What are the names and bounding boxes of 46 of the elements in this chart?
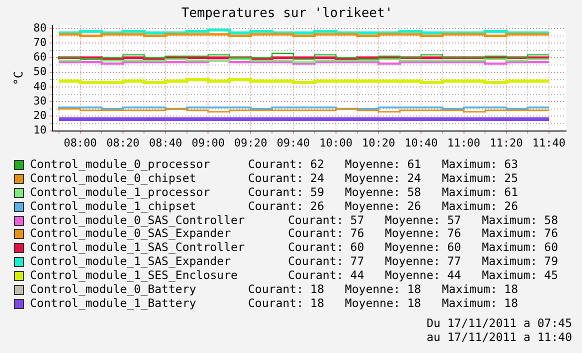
x-tick-label: 08:00 <box>64 136 97 150</box>
x-tick-label: 11:40 <box>532 136 566 150</box>
x-tick-label: 10:00 <box>319 136 353 150</box>
text: Courant: 18 Moyenne: 18 Maximum: 18 <box>248 296 518 311</box>
legend-label: Control_module_1_SAS_Controller <box>30 240 245 256</box>
legend-label: Control_module_1_chipset <box>30 198 196 214</box>
x-tick-label: 08:40 <box>148 136 182 150</box>
text: Courant: 62 Moyenne: 61 Maximum: 63 <box>248 157 518 172</box>
legend-label: Control_module_1_Battery <box>30 296 196 311</box>
y-tick-label: 80 <box>33 21 47 34</box>
text: Courant: 60 Moyenne: 60 Maximum: 60 <box>288 240 558 256</box>
text: Courant: 26 Moyenne: 26 Maximum: 26 <box>248 198 518 214</box>
text: Courant: 44 Moyenne: 44 Maximum: 45 <box>288 268 558 284</box>
text: Courant: 77 Moyenne: 77 Maximum: 79 <box>288 254 558 270</box>
y-tick-label: 50 <box>33 65 47 78</box>
legend-label: Control_module_1_SES_Enclosure <box>30 268 238 284</box>
legend-label: Control_module_0_Battery <box>30 282 196 297</box>
x-tick-label: 08:20 <box>106 136 140 150</box>
x-tick-label: 09:20 <box>234 136 268 150</box>
text: Courant: 18 Moyenne: 18 Maximum: 18 <box>248 282 518 297</box>
legend-label: Control_module_0_SAS_Expander <box>30 226 231 242</box>
legend-label: Control_module_0_SAS_Controller <box>30 212 245 228</box>
x-tick-label: 09:40 <box>276 136 310 150</box>
x-tick-label: 10:20 <box>362 136 396 150</box>
legend-label: Control_module_0_processor <box>30 157 210 172</box>
y-axis-title: °C <box>11 70 26 86</box>
x-tick-label: 11:00 <box>447 136 480 150</box>
text: Courant: 57 Moyenne: 57 Maximum: 58 <box>288 212 558 228</box>
text: Courant: 76 Moyenne: 76 Maximum: 76 <box>288 226 558 242</box>
y-tick-label: 10 <box>33 124 47 137</box>
chart-title: Temperatures sur 'lorikeet' <box>181 6 393 22</box>
y-tick-label: 20 <box>33 109 47 122</box>
y-tick-label: 70 <box>33 36 47 49</box>
x-tick-label: 09:00 <box>192 136 225 150</box>
text: au 17/11/2011 a 11:40 <box>426 330 572 344</box>
y-tick-label: 40 <box>33 80 47 93</box>
text: Courant: 59 Moyenne: 58 Maximum: 61 <box>248 184 518 200</box>
y-tick-label: 30 <box>33 94 47 108</box>
legend-label: Control_module_1_SAS_Expander <box>30 254 231 270</box>
legend-label: Control_module_0_chipset <box>30 170 196 186</box>
x-tick-label: 10:40 <box>404 136 438 150</box>
y-tick-label: 60 <box>33 50 47 64</box>
x-tick-label: 11:20 <box>490 136 523 150</box>
text: Du 17/11/2011 a 07:45 <box>426 316 572 330</box>
text: Courant: 24 Moyenne: 24 Maximum: 25 <box>248 170 518 186</box>
legend-label: Control_module_1_processor <box>30 184 210 200</box>
